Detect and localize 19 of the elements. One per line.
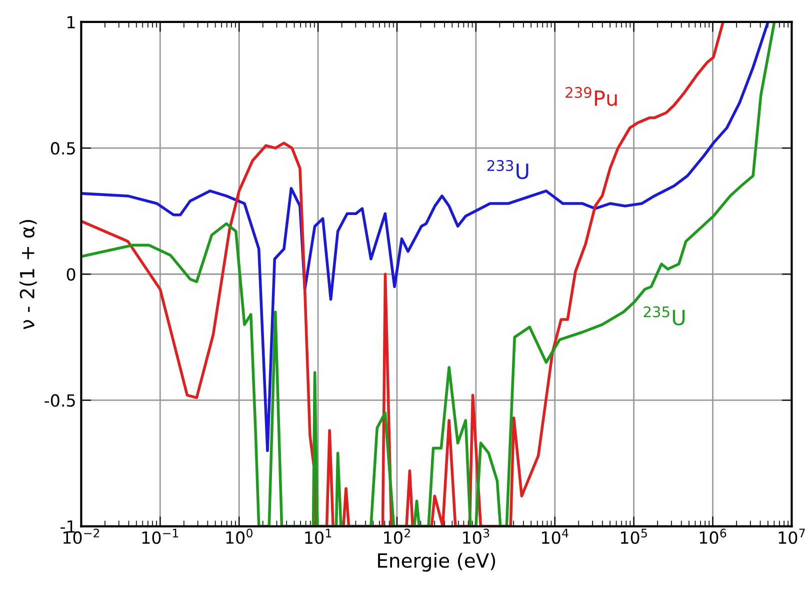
x-axis-title: Energie (eV) [378,552,496,572]
x-tick-label: 10$^{−1}$ [142,528,178,544]
x-tick-label: 10$^{5}$ [620,528,647,544]
x-tick-label: 10$^{1}$ [305,528,332,544]
y-tick-label: -1 [60,520,75,533]
series-label: $^{233}$U [487,160,528,180]
x-tick-label: 10$^{0}$ [226,528,252,544]
x-tick-label: 10$^{4}$ [542,528,568,544]
y-tick-label: 0 [66,268,76,281]
y-tick-label: -0.5 [44,394,75,407]
series-label: $^{239}$Pu [566,86,617,106]
x-tick-label: 10$^{7}$ [778,528,805,544]
y-tick-label: 0.5 [50,142,75,155]
x-tick-label: 10$^{3}$ [463,528,490,544]
x-tick-label: 10$^{2}$ [384,528,410,544]
series-label: $^{235}$U [644,306,685,326]
y-tick-label: 1 [68,16,75,28]
y-axis-title: ν - 2(1 + α) [19,220,37,330]
x-tick-label: 10$^{6}$ [700,528,726,544]
